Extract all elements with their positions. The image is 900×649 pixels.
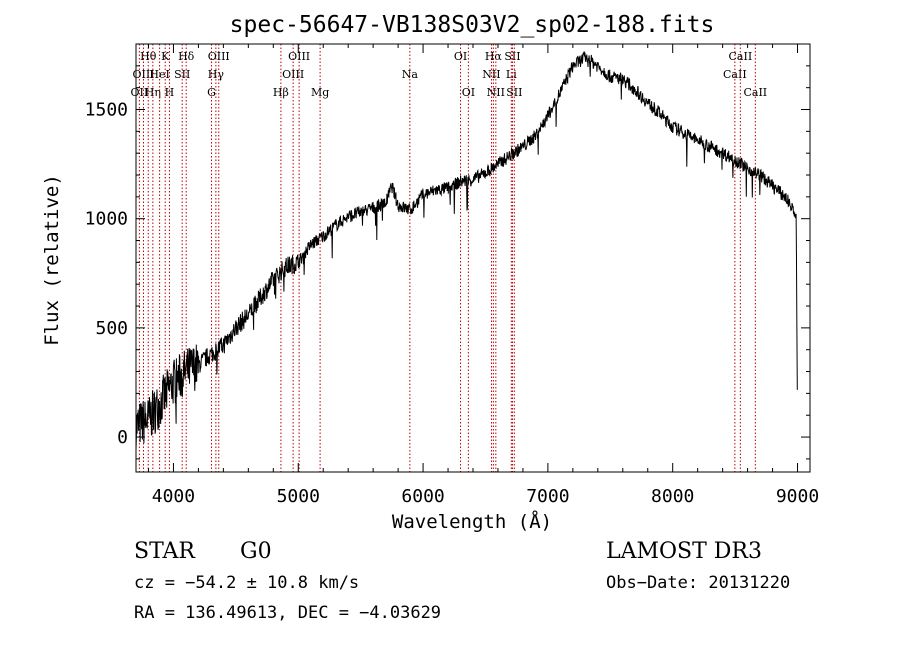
y-axis-label: Flux (relative) [41, 174, 63, 346]
line-label: OIII [132, 68, 154, 81]
line-label: Hθ [140, 50, 157, 63]
line-label: Mg [311, 86, 329, 99]
line-label: K [161, 50, 170, 63]
x-tick-label: 8000 [651, 486, 694, 507]
line-label: Li [506, 68, 517, 81]
line-label: Hη [145, 86, 161, 99]
line-label: OII [131, 86, 149, 99]
line-label: NII [482, 68, 500, 81]
x-axis-label: Wavelength (Å) [392, 510, 552, 533]
x-tick-label: 7000 [526, 486, 569, 507]
coordinates: RA = 136.49613, DEC = −4.03629 [134, 603, 442, 623]
axis-ticks: 4000 5000 6000 7000 8000 9000 0 500 1000 1500 [85, 44, 819, 507]
line-label: G [207, 86, 216, 99]
emission-line-markers: OII Hθ OIII Hη HeI K H SII Hδ G Hγ OIII Hβ OIII OIII Mg… [131, 44, 767, 472]
line-label: CaII [743, 86, 767, 99]
line-label: HeI [149, 68, 169, 81]
y-tick-label: 0 [117, 427, 128, 448]
y-tick-label: 1000 [85, 209, 128, 230]
line-label: OIII [282, 68, 304, 81]
line-label: Na [402, 68, 419, 81]
survey-name: LAMOST DR3 [606, 539, 762, 564]
line-label: OI [462, 86, 475, 99]
y-tick-label: 500 [95, 318, 128, 339]
chart-title: spec-56647-VB138S03V2_sp02-188.fits [230, 12, 715, 38]
line-label: NII [487, 86, 505, 99]
spectrum-series-line [135, 51, 798, 451]
plot-frame [135, 43, 811, 473]
y-tick-label: 1500 [85, 100, 128, 121]
x-tick-label: 4000 [152, 486, 195, 507]
redshift-readout: cz = −54.2 ± 10.8 km/s [134, 573, 360, 593]
line-label: OIII [208, 50, 230, 63]
line-label: CaII [723, 68, 747, 81]
line-label: OI [454, 50, 467, 63]
x-tick-label: 5000 [277, 486, 320, 507]
obs-date: Obs−Date: 20131220 [606, 573, 791, 593]
line-label: Hβ [273, 86, 289, 99]
line-label: Hδ [178, 50, 195, 63]
line-label: Hγ [208, 68, 225, 81]
line-label: H [165, 86, 175, 99]
line-label: SII [504, 50, 520, 63]
line-label: SII [174, 68, 190, 81]
line-label: SII [506, 86, 522, 99]
subclass: G0 [240, 539, 272, 564]
x-tick-label: 9000 [776, 486, 819, 507]
object-class: STAR [134, 539, 195, 564]
x-tick-label: 6000 [401, 486, 444, 507]
line-label: OIII [288, 50, 310, 63]
line-label: CaII [729, 50, 753, 63]
line-label: Hα [485, 50, 503, 63]
